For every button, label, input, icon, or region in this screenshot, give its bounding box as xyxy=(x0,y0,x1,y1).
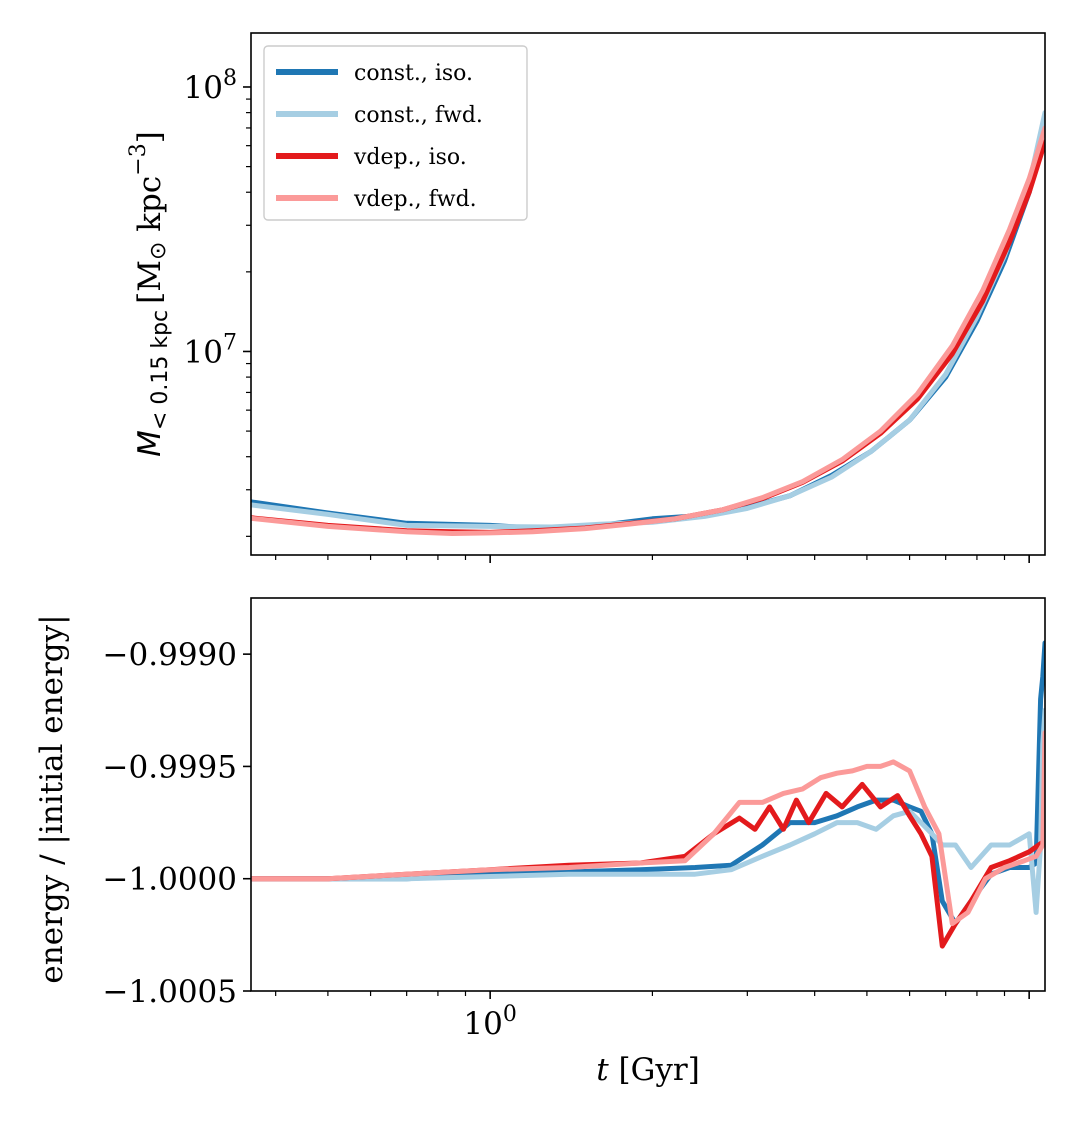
ylabel-mass-symbol: M xyxy=(132,430,168,457)
bottom-x-axis-label: t [Gyr] xyxy=(596,1052,700,1088)
legend-entry-const-iso: const., iso. xyxy=(276,61,473,86)
bottom-line-const-iso xyxy=(251,640,1045,927)
bottom-line-const-fwd xyxy=(251,707,1045,915)
y-tick-base: 10 xyxy=(184,70,223,106)
bottom-panel: 100 −0.9990 −0.9995 −1.0000 −1.0005 energy … xyxy=(34,597,1046,1088)
legend-label-const-iso: const., iso. xyxy=(354,61,473,86)
top-x-major-ticks xyxy=(489,555,1030,563)
x-tick-base: 10 xyxy=(463,1006,502,1042)
bottom-line-vdep-fwd xyxy=(251,730,1045,927)
legend-entry-vdep-fwd: vdep., fwd. xyxy=(276,187,477,212)
ylabel-unit-kpc: kpc xyxy=(132,176,168,242)
ylabel-exponent: −3 xyxy=(126,143,151,175)
bottom-x-minor-ticks xyxy=(275,991,1006,996)
y-tick-exponent: 8 xyxy=(223,66,237,91)
bottom-y-tick-label: −1.0005 xyxy=(103,974,237,1010)
legend-label-vdep-fwd: vdep., fwd. xyxy=(353,187,477,212)
ylabel-unit-close: ] xyxy=(132,131,168,143)
top-y-minor-ticks xyxy=(246,98,251,537)
top-x-minor-ticks xyxy=(275,555,1006,560)
ylabel-sun-symbol: ⊙ xyxy=(146,242,171,260)
y-tick-exponent: 7 xyxy=(223,330,237,355)
top-line-vdep-fwd xyxy=(251,125,1045,536)
bottom-x-major-ticks: 100 xyxy=(463,991,1030,1042)
legend-entry-vdep-iso: vdep., iso. xyxy=(276,145,467,170)
bottom-y-ticks: −0.9990 −0.9995 −1.0000 −1.0005 xyxy=(103,637,251,1010)
bottom-y-tick-label: −1.0000 xyxy=(103,862,237,898)
legend-entry-const-fwd: const., fwd. xyxy=(276,103,483,128)
legend: const., iso. const., fwd. vdep., iso. vd… xyxy=(263,45,528,221)
legend-frame xyxy=(263,45,528,221)
ylabel-mass-subscript: < 0.15 kpc xyxy=(148,310,173,430)
x-tick-exponent: 0 xyxy=(503,1002,517,1027)
top-y-axis-label: M< 0.15 kpc [M⊙ kpc−3] xyxy=(126,131,173,457)
xlabel-time-symbol: t xyxy=(596,1052,609,1088)
ylabel-unit-open: [M xyxy=(132,260,168,304)
top-y-tick-label: 108 xyxy=(184,66,237,106)
bottom-y-tick-label: −0.9990 xyxy=(103,637,237,673)
y-tick-base: 10 xyxy=(184,334,223,370)
svg-text:M< 0.15 kpc[M⊙ kpc−3]: M< 0.15 kpc [M⊙ kpc−3] xyxy=(126,131,173,457)
legend-label-const-fwd: const., fwd. xyxy=(354,103,483,128)
top-series-group xyxy=(251,110,1045,536)
bottom-y-axis-label: energy / |initial energy| xyxy=(34,614,70,983)
top-axes-frame xyxy=(250,32,1046,556)
bottom-x-tick-label: 100 xyxy=(463,1002,516,1042)
bottom-series-group xyxy=(251,640,1045,949)
legend-label-vdep-iso: vdep., iso. xyxy=(353,145,467,170)
bottom-axes-frame xyxy=(250,597,1046,992)
top-y-tick-label: 107 xyxy=(184,330,237,370)
xlabel-time-unit: [Gyr] xyxy=(609,1052,700,1088)
bottom-y-tick-label: −0.9995 xyxy=(103,749,237,785)
